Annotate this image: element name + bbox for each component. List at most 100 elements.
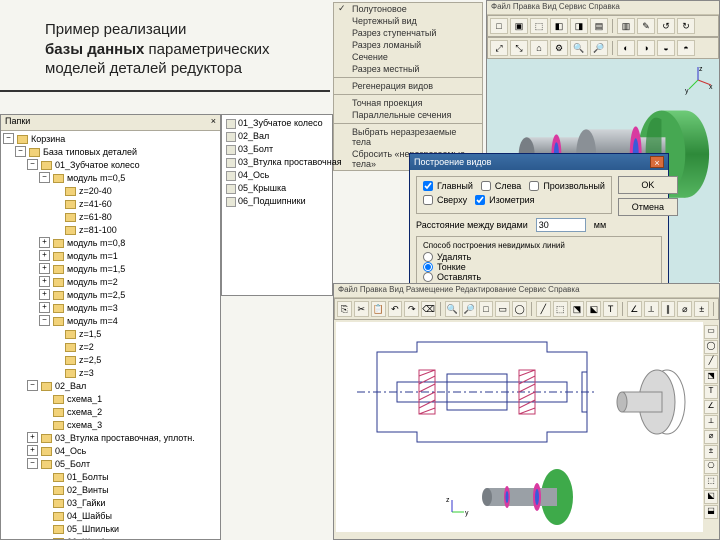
menu-item[interactable]: Чертежный вид [334, 15, 482, 27]
toolbar-button[interactable]: ⌫ [421, 301, 436, 317]
toolbar-button[interactable]: T [603, 301, 618, 317]
list-item[interactable]: 03_Втулка проставочная [224, 156, 330, 169]
radio-keep[interactable]: Оставлять [423, 272, 655, 282]
menu-item[interactable]: Разрез ломаный [334, 39, 482, 51]
list-item[interactable]: 04_Ось [224, 169, 330, 182]
toolbar-button[interactable]: ◐ [617, 40, 635, 56]
vp3d-menubar[interactable]: Файл Правка Вид Сервис Справка [487, 1, 719, 15]
side-toolbar-button[interactable]: ⬔ [704, 370, 718, 384]
side-toolbar-button[interactable]: ▭ [704, 325, 718, 339]
tree-node[interactable]: z=1,5 [51, 328, 218, 341]
tree-node[interactable]: 01_Зубчатое колесо [27, 159, 218, 172]
side-toolbar-button[interactable]: ∠ [704, 400, 718, 414]
tree-node[interactable]: База типовых деталей [15, 146, 218, 159]
menu-item[interactable]: Разрез ступенчатый [334, 27, 482, 39]
tree-node[interactable]: 06_Штифты [39, 536, 218, 540]
tree-node[interactable]: z=2,5 [51, 354, 218, 367]
toolbar-button[interactable]: ⬚ [530, 18, 548, 34]
toolbar-button[interactable]: ✎ [637, 18, 655, 34]
toolbar-button[interactable]: ↺ [657, 18, 675, 34]
side-toolbar-button[interactable]: ⟂ [704, 415, 718, 429]
tree-node[interactable]: 05_Шпильки [39, 523, 218, 536]
check-left[interactable]: Слева [481, 181, 521, 191]
tree-node[interactable]: z=20-40 [51, 185, 218, 198]
tree-node[interactable]: модуль m=0,8 [39, 237, 218, 250]
side-toolbar-button[interactable]: ╱ [704, 355, 718, 369]
side-toolbar-button[interactable]: ⬕ [704, 490, 718, 504]
toolbar-button[interactable]: ⌂ [530, 40, 548, 56]
tree-node[interactable]: z=41-60 [51, 198, 218, 211]
list-item[interactable]: 03_Болт [224, 143, 330, 156]
tree-node[interactable]: 02_Винты [39, 484, 218, 497]
check-main[interactable]: Главный [423, 181, 473, 191]
folder-tree[interactable]: КорзинаБаза типовых деталей01_Зубчатое к… [1, 131, 220, 540]
vp2d-menubar[interactable]: Файл Правка Вид Размещение Редактировани… [334, 284, 719, 298]
toolbar-button[interactable]: 🔍 [445, 301, 460, 317]
toolbar-button[interactable]: ↷ [404, 301, 419, 317]
tree-node[interactable]: модуль m=1 [39, 250, 218, 263]
dialog-close-button[interactable]: × [650, 156, 664, 168]
toolbar-button[interactable]: 🔎 [590, 40, 608, 56]
side-toolbar-button[interactable]: ⬓ [704, 505, 718, 519]
toolbar-button[interactable]: ✂ [354, 301, 369, 317]
toolbar-button[interactable]: ⬔ [570, 301, 585, 317]
menu-item[interactable]: Параллельные сечения [334, 109, 482, 121]
list-item[interactable]: 02_Вал [224, 130, 330, 143]
toolbar-button[interactable]: ⎘ [337, 301, 352, 317]
toolbar-button[interactable]: 📋 [371, 301, 386, 317]
check-top[interactable]: Сверху [423, 195, 467, 205]
menu-item[interactable]: Полутоновое [334, 3, 482, 15]
tree-node[interactable]: z=61-80 [51, 211, 218, 224]
toolbar-button[interactable]: ◯ [512, 301, 527, 317]
side-toolbar-button[interactable]: ⎔ [704, 460, 718, 474]
tree-node[interactable]: z=81-100 [51, 224, 218, 237]
toolbar-button[interactable]: ± [694, 301, 709, 317]
tree-node[interactable]: z=2 [51, 341, 218, 354]
toolbar-button[interactable]: ◨ [570, 18, 588, 34]
toolbar-button[interactable]: ⬕ [586, 301, 601, 317]
tree-node[interactable]: модуль m=3 [39, 302, 218, 315]
tree-node[interactable]: Корзина [3, 133, 218, 146]
tree-node[interactable]: схема_3 [39, 419, 218, 432]
menu-item[interactable]: Разрез местный [334, 63, 482, 75]
side-toolbar-button[interactable]: ◯ [704, 340, 718, 354]
toolbar-button[interactable]: □ [479, 301, 494, 317]
tree-node[interactable]: 05_Болт [27, 458, 218, 471]
radio-remove[interactable]: Удалять [423, 252, 655, 262]
toolbar-button[interactable]: 🔍 [570, 40, 588, 56]
toolbar-button[interactable]: ▭ [495, 301, 510, 317]
side-toolbar-button[interactable]: T [704, 385, 718, 399]
tree-node[interactable]: 03_Втулка проставочная, уплотн. [27, 432, 218, 445]
toolbar-button[interactable]: □ [490, 18, 508, 34]
file-list-panel[interactable]: 01_Зубчатое колесо02_Вал03_Болт03_Втулка… [221, 114, 333, 296]
toolbar-button[interactable]: ∠ [627, 301, 642, 317]
side-toolbar-button[interactable]: ± [704, 445, 718, 459]
toolbar-button[interactable]: ⌀ [677, 301, 692, 317]
check-arbitrary[interactable]: Произвольный [529, 181, 605, 191]
tree-node[interactable]: схема_2 [39, 406, 218, 419]
toolbar-button[interactable]: 🔎 [462, 301, 477, 317]
ok-button[interactable]: OK [618, 176, 678, 194]
tree-node[interactable]: модуль m=2,5 [39, 289, 218, 302]
dialog-titlebar[interactable]: Построение видов × [410, 154, 668, 170]
toolbar-button[interactable]: ◒ [657, 40, 675, 56]
menu-item[interactable]: Регенерация видов [334, 80, 482, 92]
tree-node[interactable]: модуль m=1,5 [39, 263, 218, 276]
toolbar-button[interactable]: ◓ [677, 40, 695, 56]
tree-node[interactable]: 01_Болты [39, 471, 218, 484]
radio-thin[interactable]: Тонкие [423, 262, 655, 272]
list-item[interactable]: 06_Подшипники [224, 195, 330, 208]
tree-node[interactable]: модуль m=4 [39, 315, 218, 328]
toolbar-button[interactable]: ◑ [637, 40, 655, 56]
side-toolbar-button[interactable]: ⌀ [704, 430, 718, 444]
menu-item[interactable]: Выбрать неразрезаемые тела [334, 126, 482, 148]
toolbar-button[interactable]: ╱ [536, 301, 551, 317]
tree-node[interactable]: схема_1 [39, 393, 218, 406]
list-item[interactable]: 05_Крышка [224, 182, 330, 195]
tree-close-button[interactable]: × [211, 116, 216, 129]
toolbar-button[interactable]: ↻ [677, 18, 695, 34]
tree-node[interactable]: модуль m=0,5 [39, 172, 218, 185]
tree-node[interactable]: модуль m=2 [39, 276, 218, 289]
cancel-button[interactable]: Отмена [618, 198, 678, 216]
toolbar-button[interactable]: ⤡ [510, 40, 528, 56]
